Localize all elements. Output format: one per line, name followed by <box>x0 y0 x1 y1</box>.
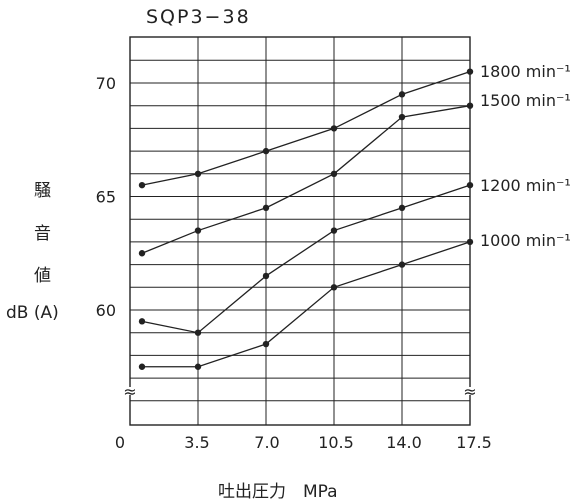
data-point <box>138 363 146 370</box>
data-point <box>466 181 474 189</box>
data-point <box>330 284 338 291</box>
series-label: 1200 min⁻¹ <box>480 176 571 195</box>
series-line <box>141 105 471 254</box>
series-line <box>142 241 471 368</box>
data-point <box>262 204 270 212</box>
data-point <box>138 181 146 189</box>
series-label: 1000 min⁻¹ <box>480 231 571 250</box>
axis-break-gap <box>123 387 137 395</box>
axis-break-gap <box>463 387 477 395</box>
data-point <box>398 91 406 98</box>
series-label: 1800 min⁻¹ <box>480 62 571 81</box>
data-point <box>194 329 202 336</box>
y-axis-label-char-3: 値 <box>34 266 51 286</box>
data-point <box>194 170 202 177</box>
data-point <box>330 125 338 132</box>
axis-break-left: ≈ <box>123 382 136 401</box>
data-point <box>466 102 474 109</box>
x-tick-label: 14.0 <box>386 433 422 452</box>
y-axis-unit: dB (A) <box>6 303 59 323</box>
series-label: 1500 min⁻¹ <box>480 91 571 110</box>
data-point <box>194 227 202 234</box>
axis-break-right: ≈ <box>463 382 476 401</box>
data-point <box>262 272 270 280</box>
y-tick-label: 65 <box>96 188 116 207</box>
y-tick-label: 60 <box>96 301 116 320</box>
data-point <box>398 113 406 121</box>
chart-title: SQP3−38 <box>146 6 251 28</box>
y-axis-label-char-1: 騒 <box>34 181 51 201</box>
data-point <box>466 238 474 246</box>
data-point <box>466 68 474 75</box>
x-tick-label: 17.5 <box>456 433 492 452</box>
data-point <box>262 340 270 348</box>
data-point <box>138 318 146 325</box>
x-tick-label: 0 <box>115 433 125 452</box>
y-tick-label: 70 <box>96 74 116 93</box>
x-axis-label: 吐出圧力 MPa <box>218 482 338 502</box>
x-tick-label: 10.5 <box>318 433 354 452</box>
data-point <box>330 170 338 177</box>
data-point <box>262 147 270 155</box>
data-point <box>138 250 146 257</box>
data-point <box>398 261 406 268</box>
data-point <box>194 363 202 370</box>
series-line <box>141 184 471 334</box>
x-tick-label: 7.0 <box>254 433 279 452</box>
data-point <box>398 204 406 212</box>
series-line <box>141 71 471 186</box>
x-tick-label: 3.5 <box>184 433 209 452</box>
y-axis-label-char-2: 音 <box>34 224 51 244</box>
plot-frame <box>129 36 471 426</box>
data-point <box>330 227 338 234</box>
